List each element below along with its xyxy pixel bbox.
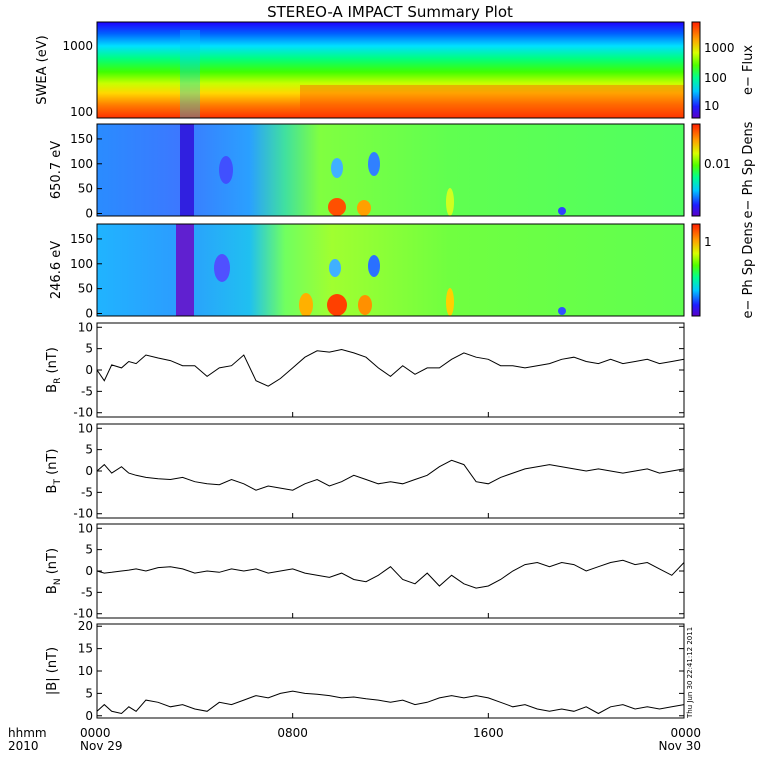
line-panel-ylabel: BT (nT): [45, 449, 63, 494]
ytick-label: 0: [85, 709, 93, 723]
time-tick-label: 0000: [80, 726, 111, 740]
cbar-swea-label: e− Flux: [741, 45, 756, 95]
pitch-angle-246-panel: 246.6 eV 0 50 100 150: [49, 223, 685, 321]
pa-650-yticks: 0 50 100 150: [70, 132, 102, 221]
ytick-label: 0: [85, 564, 93, 578]
ytick-label: 5: [85, 543, 93, 557]
time-tick-label: 1600: [473, 726, 504, 740]
line-panel-ylabel: BN (nT): [45, 548, 63, 594]
ytick-label: 100: [70, 157, 93, 171]
time-row-label: hhmm: [8, 726, 47, 740]
swea-ytick-100: 100: [70, 105, 93, 119]
colorbar-pa-246: 1 e− Ph Sp Dens: [691, 221, 756, 318]
swea-ytick-1000: 1000: [62, 39, 93, 53]
ytick-label: 10: [78, 664, 93, 678]
cbar-650-label: e− Ph Sp Dens: [741, 121, 756, 218]
series-line: [96, 459, 685, 491]
cbar-650-tick: 0.01: [704, 157, 731, 171]
pa-246-ylabel: 246.6 eV: [49, 241, 64, 299]
ytick-label: -10: [73, 507, 93, 521]
ytick-label: -5: [81, 585, 93, 599]
ytick-label: 0: [85, 307, 93, 321]
ytick-label: 0: [85, 363, 93, 377]
ytick-label: 50: [78, 182, 93, 196]
ytick-label: 50: [78, 282, 93, 296]
series-line: [96, 690, 685, 715]
ytick-label: -10: [73, 406, 93, 420]
line-panel-6: 0 5 10 15 20 |B| (nT): [45, 619, 685, 723]
colorbar-swea: 1000 100 10 e− Flux: [691, 21, 756, 119]
line-panel-4: -10 -5 0 5 10 BT (nT): [45, 421, 685, 521]
time-tick-label: 0800: [277, 726, 308, 740]
ytick-label: 150: [70, 232, 93, 246]
pa-650-ylabel: 650.7 eV: [49, 141, 64, 199]
timestamp: Thu Jun 30 22:41:12 2011: [686, 627, 694, 719]
swea-spectrogram-image: [97, 22, 684, 118]
year-label: 2010: [8, 739, 39, 753]
cbar-swea-tick-10: 10: [704, 99, 719, 113]
pa-650-spectrogram-image: [97, 124, 684, 216]
ytick-label: 100: [70, 257, 93, 271]
cbar-246-tick: 1: [704, 235, 712, 249]
ytick-label: -5: [81, 384, 93, 398]
series-line: [96, 348, 685, 387]
swea-spectrogram-panel: SWEA (eV) 1000 100: [35, 21, 685, 119]
ytick-label: 150: [70, 132, 93, 146]
ytick-label: 0: [85, 464, 93, 478]
pa-246-yticks: 0 50 100 150: [70, 232, 102, 321]
cbar-swea-tick-1000: 1000: [704, 41, 735, 55]
date-tick-label: Nov 30: [658, 739, 701, 753]
date-tick-label: Nov 29: [80, 739, 123, 753]
ytick-label: 5: [85, 342, 93, 356]
plot-title: STEREO-A IMPACT Summary Plot: [267, 3, 513, 21]
time-tick-label: 0000: [670, 726, 701, 740]
ytick-label: 20: [78, 619, 93, 633]
magnetic-field-panels: -10 -5 0 5 10 BR (nT) -10 -5 0 5 10 BT (nT) -10 -5 0 5 1…: [45, 320, 685, 723]
panel-frame: [96, 623, 685, 719]
panel-frame: [96, 322, 685, 418]
line-panel-ylabel: BR (nT): [45, 347, 63, 393]
ytick-label: -5: [81, 485, 93, 499]
line-panel-5: -10 -5 0 5 10 BN (nT): [45, 521, 685, 621]
ytick-label: -10: [73, 607, 93, 621]
line-panel-3: -10 -5 0 5 10 BR (nT): [45, 320, 685, 420]
ytick-label: 0: [85, 207, 93, 221]
pa-246-spectrogram-image: [97, 224, 684, 316]
ytick-label: 10: [78, 521, 93, 535]
cbar-246-label: e− Ph Sp Dens: [741, 221, 756, 318]
line-panel-ylabel: |B| (nT): [45, 647, 60, 695]
panel-frame: [96, 523, 685, 619]
panel-frame: [96, 423, 685, 519]
ytick-label: 5: [85, 443, 93, 457]
cbar-swea-tick-100: 100: [704, 71, 727, 85]
colorbar-pa-650: 0.01 e− Ph Sp Dens: [691, 121, 756, 218]
pitch-angle-650-panel: 650.7 eV 0 50 100 150: [49, 123, 685, 221]
ytick-label: 10: [78, 421, 93, 435]
swea-ylabel: SWEA (eV): [35, 35, 50, 104]
ytick-label: 10: [78, 320, 93, 334]
ytick-label: 5: [85, 686, 93, 700]
series-line: [96, 559, 685, 589]
ytick-label: 15: [78, 642, 93, 656]
